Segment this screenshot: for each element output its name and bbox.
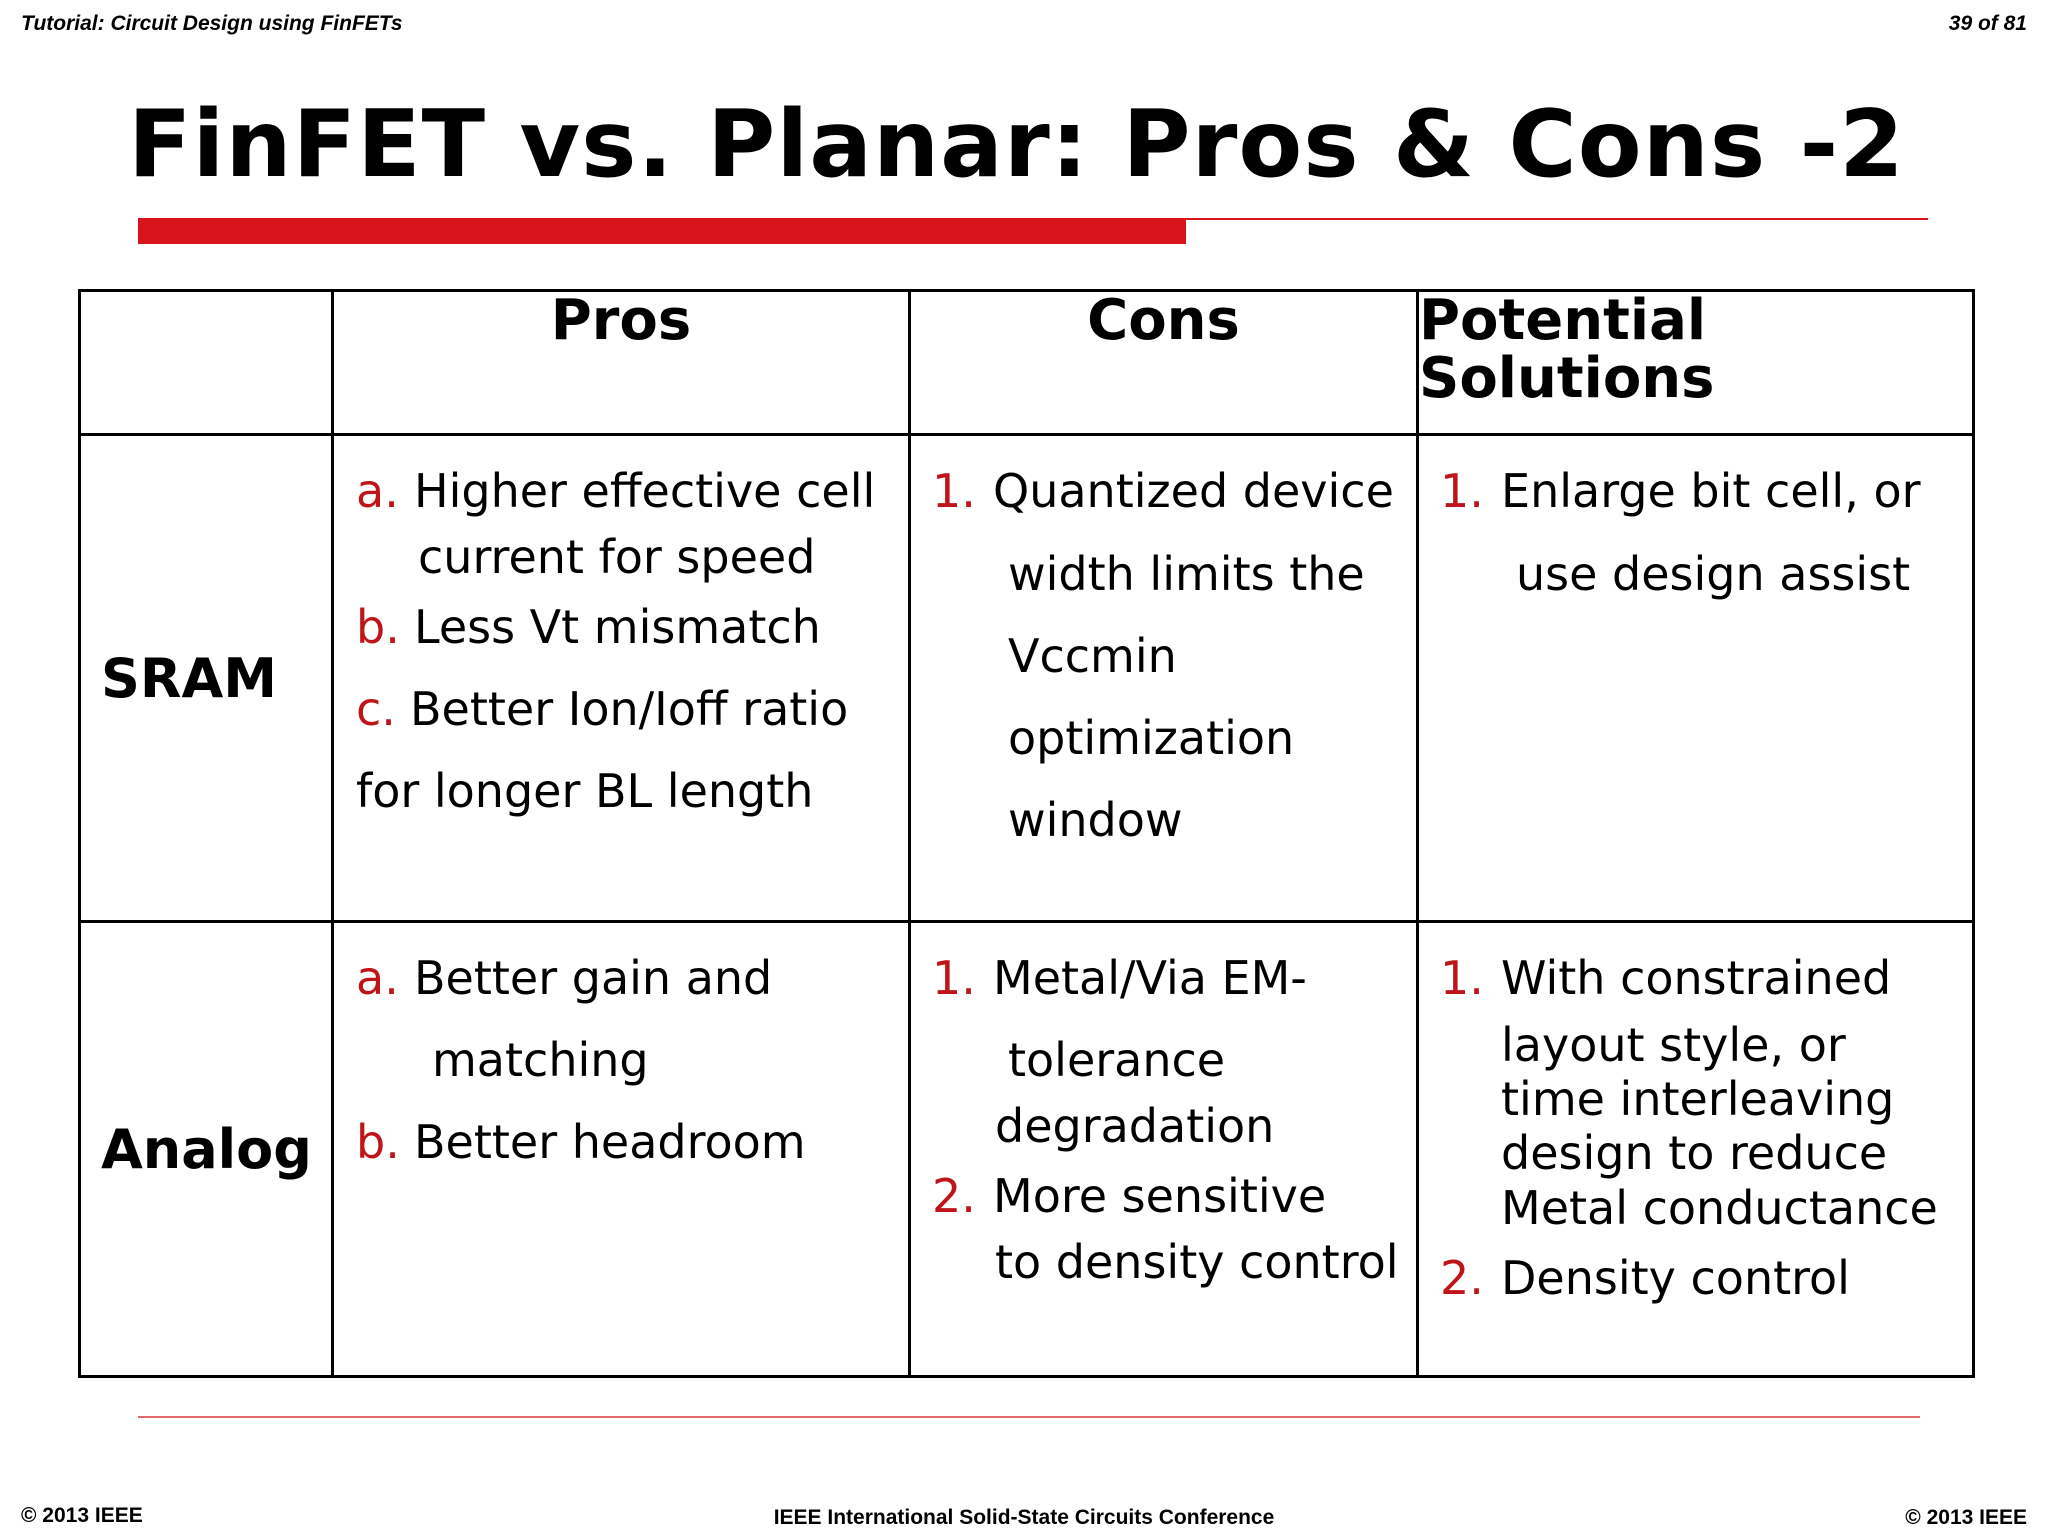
analog-solutions-1-line4: design to reduce [1501,1126,1888,1180]
title-underline-thin [138,218,1928,220]
slide-header-left: Tutorial: Circuit Design using FinFETs [21,12,403,35]
sram-cons-1-line2: width limits the [1008,547,1365,601]
sram-cons-1-marker: 1. [932,464,976,518]
sram-cons-1-line4: optimization [1008,711,1295,765]
footer-rule [138,1416,1920,1418]
footer-center: IEEE International Solid-State Circuits … [773,1506,1275,1529]
header-empty-cell [78,289,334,436]
row-label-analog: Analog [78,920,334,1378]
sram-pros-b-marker: b. [356,600,400,654]
table-row-sram: SRAM a. Higher effective cell current fo… [78,433,1975,923]
sram-solutions-1-line2: use design assist [1516,547,1911,601]
header-pros: Pros [331,289,911,436]
analog-solutions-2-marker: 2. [1440,1251,1484,1305]
sram-pros-c-line2: for longer BL length [356,764,814,818]
analog-cons-1-line3: degradation [995,1099,1275,1153]
title-underline-thick [138,220,1186,244]
analog-pros-cell: a. Better gain and matching b. Better he… [331,920,911,1378]
analog-pros-a-marker: a. [356,951,399,1005]
analog-pros-a-line2: matching [432,1033,649,1087]
analog-solutions-2-line1: Density control [1501,1251,1850,1305]
header-potential-solutions: Potential Solutions [1416,288,1975,436]
sram-cons-cell: 1. Quantized device width limits the Vcc… [908,433,1419,923]
row-label-sram: SRAM [78,433,334,923]
analog-cons-2-line1: More sensitive [993,1169,1327,1223]
slide-title: FinFET vs. Planar: Pros & Cons -2 [128,90,1905,198]
sram-cons-1-line1: Quantized device [993,464,1394,518]
sram-cons-1-line3: Vccmin [1008,629,1177,683]
sram-solutions-1-line1: Enlarge bit cell, or [1501,464,1921,518]
slide-page-number: 39 of 81 [1948,12,2027,35]
sram-solutions-cell: 1. Enlarge bit cell, or use design assis… [1416,433,1975,923]
analog-cons-cell: 1. Metal/Via EM- tolerance degradation 2… [908,920,1419,1378]
analog-cons-1-marker: 1. [932,951,976,1005]
sram-pros-c-line1: Better Ion/Ioff ratio [410,682,849,736]
header-solutions-line1: Potential [1419,288,1707,353]
analog-cons-1-line2: tolerance [1008,1033,1226,1087]
sram-cons-1-line5: window [1008,793,1183,847]
analog-solutions-1-line3: time interleaving [1501,1072,1895,1126]
sram-pros-c-marker: c. [356,682,396,736]
analog-pros-b-line1: Better headroom [414,1115,806,1169]
analog-cons-2-marker: 2. [932,1169,976,1223]
analog-pros-a-line1: Better gain and [414,951,773,1005]
sram-pros-cell: a. Higher effective cell current for spe… [331,433,911,923]
analog-solutions-1-line5: Metal conductance [1501,1181,1938,1235]
analog-cons-2-line2: to density control [995,1235,1399,1289]
sram-pros-a-line1: Higher effective cell [414,464,876,518]
sram-solutions-1-marker: 1. [1440,464,1484,518]
analog-solutions-1-marker: 1. [1440,951,1484,1005]
header-cons: Cons [908,289,1419,436]
footer-right: © 2013 IEEE [1905,1506,2027,1529]
analog-solutions-1-line1: With constrained [1501,951,1892,1005]
footer-left: © 2013 IEEE [21,1504,143,1527]
analog-solutions-cell: 1. With constrained layout style, or tim… [1416,920,1975,1378]
analog-pros-b-marker: b. [356,1115,400,1169]
analog-cons-1-line1: Metal/Via EM- [993,951,1307,1005]
pros-cons-table: Pros Cons Potential Solutions SRAM a. Hi… [78,289,1975,1378]
sram-pros-a-line2: current for speed [418,530,816,584]
sram-pros-a-marker: a. [356,464,399,518]
header-solutions-line2: Solutions [1419,345,1715,411]
sram-pros-b-line1: Less Vt mismatch [414,600,821,654]
table-header-row: Pros Cons Potential Solutions [78,288,1975,436]
table-row-analog: Analog a. Better gain and matching b. Be… [78,920,1975,1378]
analog-solutions-1-line2: layout style, or [1501,1018,1846,1072]
